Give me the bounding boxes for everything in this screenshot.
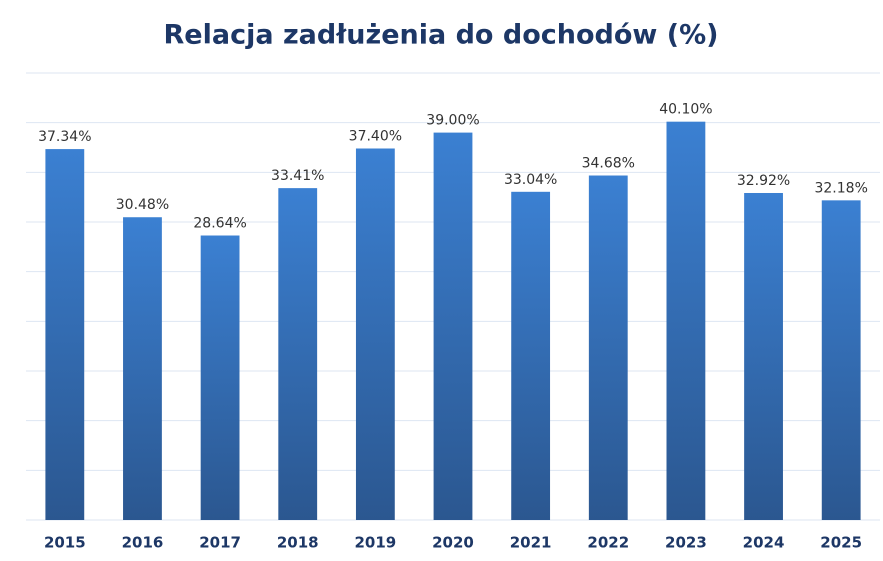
value-label: 32.92% [737, 173, 790, 189]
bar [433, 132, 473, 520]
value-label: 28.64% [193, 216, 246, 232]
x-tick-label: 2019 [354, 534, 396, 552]
value-label: 34.68% [582, 156, 635, 172]
bar [821, 200, 861, 520]
value-label: 37.34% [38, 129, 91, 145]
value-label: 40.10% [659, 102, 712, 118]
value-label: 30.48% [116, 197, 169, 213]
x-tick-label: 2025 [820, 534, 862, 552]
bar [278, 188, 318, 521]
x-tick-label: 2016 [122, 534, 164, 552]
bar [355, 148, 395, 520]
x-tick-label: 2017 [199, 534, 241, 552]
bar [666, 121, 706, 520]
value-label: 33.41% [271, 168, 324, 184]
bar [200, 235, 240, 520]
value-label: 32.18% [814, 180, 867, 196]
value-label: 37.40% [349, 128, 402, 144]
x-tick-label: 2022 [587, 534, 629, 552]
bar [45, 149, 85, 520]
bar [511, 191, 551, 520]
x-tick-label: 2018 [277, 534, 319, 552]
x-tick-label: 2020 [432, 534, 474, 552]
x-tick-label: 2015 [44, 534, 86, 552]
value-label: 39.00% [426, 113, 479, 129]
x-tick-label: 2023 [665, 534, 707, 552]
x-tick-label: 2021 [510, 534, 552, 552]
bar [744, 192, 783, 520]
bar [123, 217, 162, 520]
chart-title: Relacja zadłużenia do dochodów (%) [164, 20, 719, 51]
bar [588, 175, 628, 520]
value-label: 33.04% [504, 172, 557, 188]
x-tick-label: 2024 [743, 534, 785, 552]
